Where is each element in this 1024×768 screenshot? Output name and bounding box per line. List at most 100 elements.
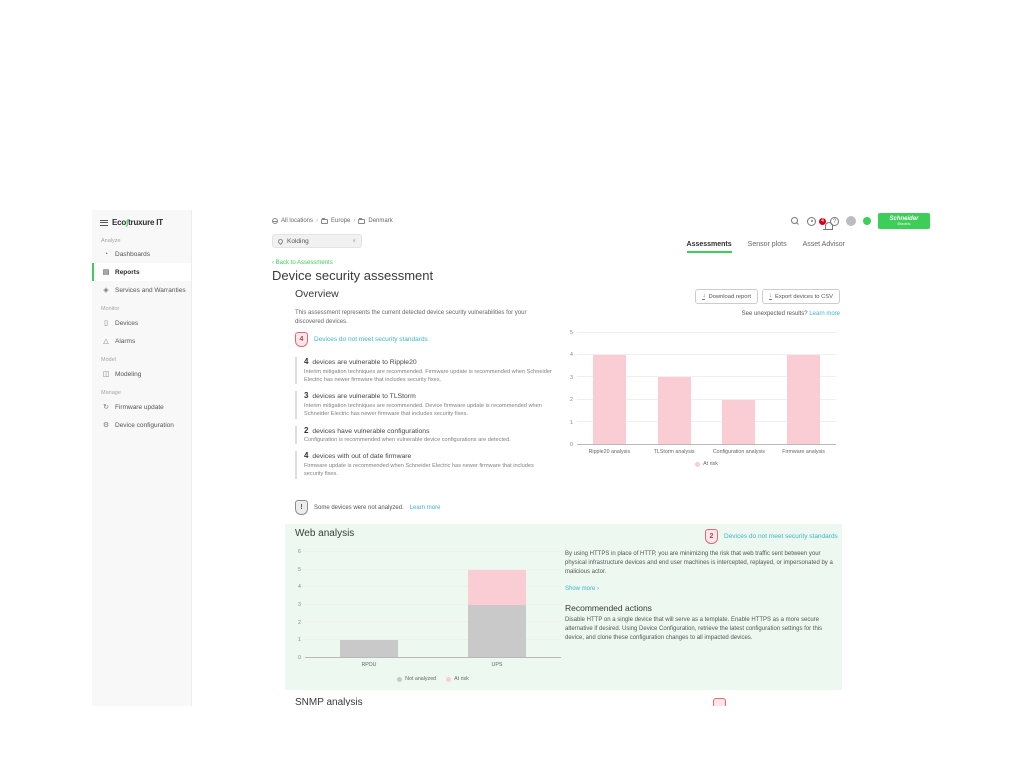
bar-rpdu (340, 552, 398, 657)
breadcrumb-item[interactable]: All locations (281, 218, 314, 224)
sidebar-item-label: Alarms (115, 337, 136, 345)
snmp-analysis-section: SNMP analysis (285, 697, 842, 706)
finding-item: 2 devices have vulnerable configurations… (295, 425, 553, 445)
y-tick-label: 4 (298, 584, 301, 591)
sidebar-item-label: Device configuration (115, 421, 174, 429)
breadcrumb-item[interactable]: Europe (331, 218, 351, 224)
y-tick-label: 4 (570, 352, 573, 359)
risk-badge-label: Devices do not meet security standards (314, 336, 428, 343)
legend-item-at-risk: At risk (695, 461, 718, 467)
finding-item: 3 devices are vulnerable to TLStorm Inter… (295, 391, 553, 419)
finding-item: 4 devices with out of date firmware Firmw… (295, 451, 553, 479)
y-tick-label: 1 (298, 637, 301, 644)
learn-more-link[interactable]: Learn more (809, 311, 840, 317)
bar-firmware-analysis (787, 333, 821, 444)
overview-section: Overview ↓ Download report ↓ Export devi… (285, 288, 842, 524)
modeling-icon: ◫ (102, 371, 110, 378)
bar-segment-at-risk (592, 355, 626, 444)
gridline (305, 603, 561, 605)
not-analyzed-note: Some devices were not analyzed. Learn mo… (295, 500, 440, 515)
finding-description: Interim mitigation techniques are recomm… (304, 402, 542, 418)
bar-segment-at-risk (787, 355, 821, 444)
bar-tlstorm-analysis (657, 333, 691, 444)
x-tick-label: Configuration analysis (712, 449, 765, 455)
x-tick-label: TLStorm analysis (653, 449, 695, 455)
risk-badge-label: Devices do not meet security standards (724, 533, 838, 540)
y-tick-label: 1 (570, 419, 573, 426)
y-tick-label: 0 (298, 655, 301, 661)
web-analysis-heading: Web analysis (295, 528, 355, 539)
pin-icon (276, 237, 285, 245)
download-icon: ↓ (702, 293, 706, 300)
tab-asset-advisor[interactable]: Asset Advisor (802, 241, 845, 248)
sidebar-item-services-and-warranties[interactable]: ◈ Services and Warranties (92, 281, 191, 299)
tab-assessments[interactable]: Assessments (686, 241, 732, 253)
gridline (305, 568, 561, 570)
gridline (305, 621, 561, 623)
snmp-risk-shield-icon (713, 698, 726, 706)
menu-icon[interactable] (100, 218, 108, 227)
finding-title: 4 devices are vulnerable to Ripple20 (304, 357, 417, 366)
legend-item-not-analyzed: Not analyzed (397, 676, 436, 682)
tab-sensor-plots[interactable]: Sensor plots (747, 241, 787, 248)
sidebar-item-firmware-update[interactable]: ↻ Firmware update (92, 398, 191, 416)
x-tick-label: RPDU (361, 662, 377, 668)
risk-shield-icon: 4 (295, 332, 308, 347)
alarms-icon: △ (103, 338, 109, 345)
status-dot-icon (863, 217, 871, 225)
app-logo: Eco∫truxure IT (92, 210, 191, 231)
chart-x-axis: RPDU UPS (305, 662, 561, 668)
x-tick-label: Ripple20 analysis (588, 449, 631, 455)
dashboards-icon: ◔ (103, 251, 109, 258)
user-avatar[interactable] (846, 216, 856, 226)
breadcrumb-item[interactable]: Denmark (368, 218, 393, 224)
export-csv-button[interactable]: ↓ Export devices to CSV (762, 289, 840, 304)
overview-heading: Overview (295, 288, 339, 300)
gridline (305, 551, 561, 552)
reports-icon: ▤ (102, 269, 110, 276)
bar-segment-at-risk (657, 377, 691, 444)
sidebar-item-dashboards[interactable]: ◔ Dashboards (92, 246, 191, 263)
learn-more-link[interactable]: Learn more (409, 504, 441, 511)
finding-description: Firmware update is recommended when Schn… (304, 462, 534, 478)
sidebar: Eco∫truxure IT Analyze ◔ Dashboards ▤ Report… (92, 210, 192, 706)
location-selector[interactable]: Kolding ∨ (272, 234, 362, 248)
y-tick-label: 5 (298, 566, 301, 573)
sidebar-item-modeling[interactable]: ◫ Modeling (92, 365, 191, 383)
gridline (577, 332, 836, 333)
bar-configuration-analysis (722, 333, 756, 444)
y-tick-label: 3 (570, 374, 573, 381)
chart-y-axis: 0 1 2 3 4 5 6 (291, 549, 303, 661)
nav-section-model: Model (101, 357, 116, 363)
nav-section-analyze: Analyze (101, 238, 121, 244)
y-tick-label: 6 (298, 549, 301, 555)
sidebar-item-reports[interactable]: ▤ Reports (92, 263, 191, 281)
help-icon[interactable] (830, 216, 839, 226)
download-icon: ↓ (769, 293, 772, 300)
search-icon[interactable] (791, 216, 800, 226)
download-report-button[interactable]: ↓ Download report (695, 289, 758, 304)
chart-x-axis: Ripple20 analysis TLStorm analysis Configu… (577, 449, 836, 455)
bar-segment-not-analyzed (340, 639, 398, 657)
bar-ups (468, 552, 526, 657)
back-link[interactable]: ‹ Back to Assessments (272, 260, 333, 266)
chart-legend: At risk (577, 461, 836, 467)
sidebar-item-devices[interactable]: ▯ Devices (92, 314, 191, 332)
globe-icon (272, 218, 278, 224)
web-analysis-section: Web analysis 2 Devices do not meet secur… (285, 524, 842, 690)
overview-description: This assessment represents the current d… (295, 310, 527, 325)
sidebar-item-device-configuration[interactable]: ⚙ Device configuration (92, 416, 191, 434)
overview-risk-chart: 0 1 2 3 4 5 Ripple20 analysis TLStorm analysis… (563, 330, 838, 480)
finding-description: Configuration is recommended when vulner… (304, 437, 511, 444)
show-more-link[interactable]: Show more › (565, 586, 600, 592)
settings-icon[interactable] (807, 216, 816, 226)
firmware-update-icon: ↻ (103, 404, 109, 411)
folder-icon (321, 218, 329, 224)
bar-segment-not-analyzed (468, 604, 526, 657)
x-tick-label: Firmware analysis (782, 449, 825, 455)
tabs: Assessments Sensor plots Asset Advisor (686, 241, 845, 253)
not-analyzed-shield-icon (295, 500, 308, 515)
recommended-actions-text: Disable HTTP on a single device that wil… (565, 617, 823, 641)
main-content: All locations›Europe›Denmark 4 Schneider… (192, 210, 932, 706)
sidebar-item-alarms[interactable]: △ Alarms (92, 332, 191, 350)
